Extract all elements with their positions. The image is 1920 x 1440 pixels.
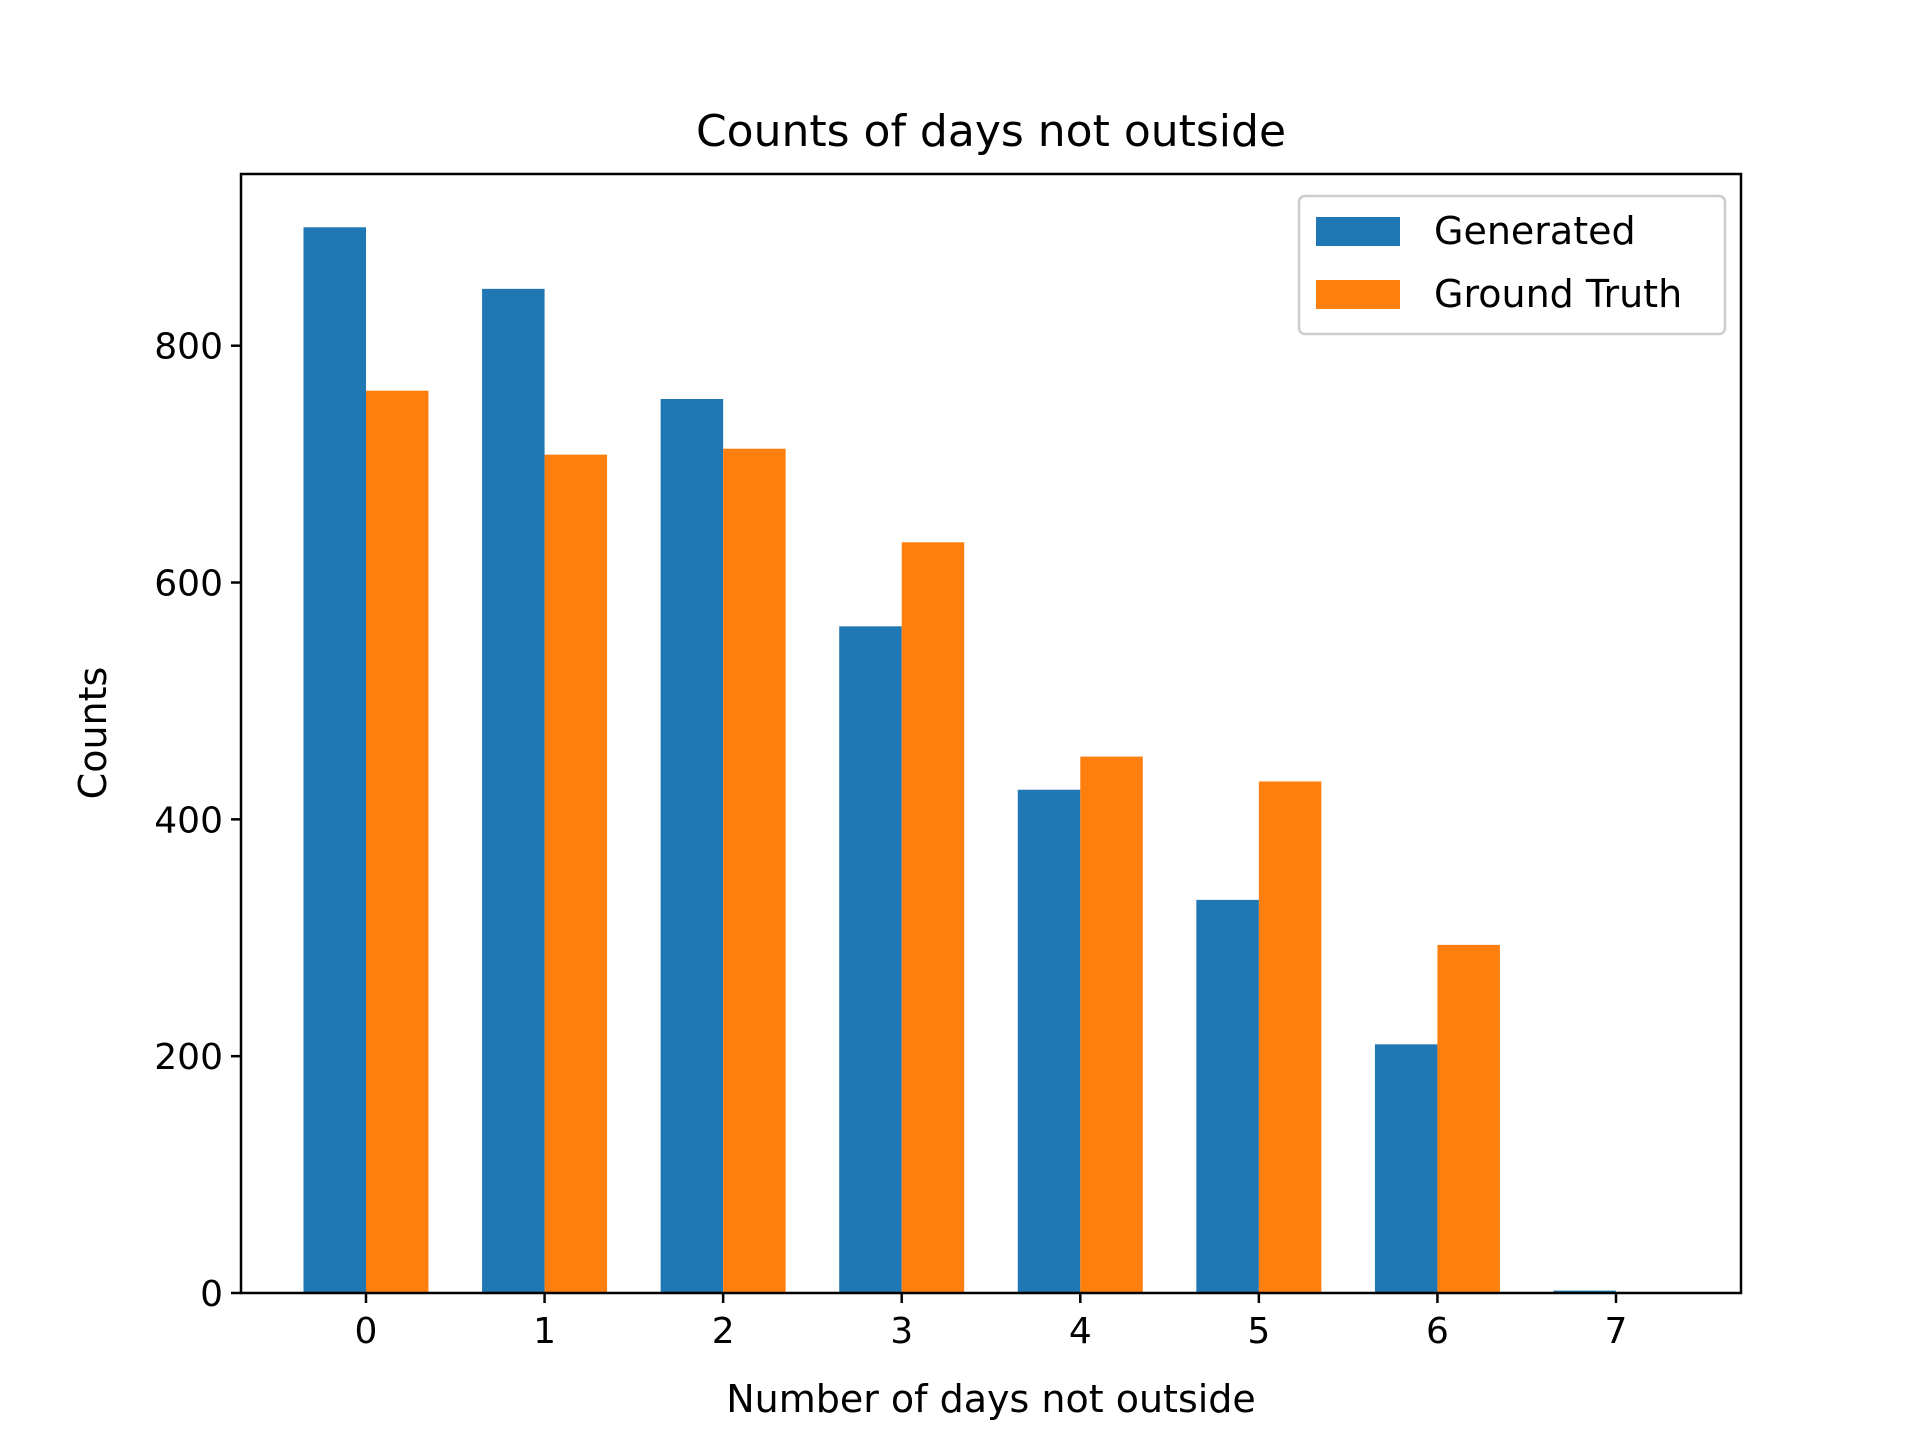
bar-ground-truth-3 bbox=[901, 542, 965, 1293]
legend-swatch-generated bbox=[1316, 217, 1400, 246]
bar-generated-3 bbox=[839, 626, 902, 1293]
x-tick-label: 7 bbox=[1605, 1311, 1628, 1352]
bars-group bbox=[303, 227, 1616, 1294]
bar-generated-5 bbox=[1196, 899, 1259, 1293]
y-axis-label: Counts bbox=[71, 667, 115, 800]
y-tick-label: 0 bbox=[200, 1274, 223, 1315]
bar-ground-truth-1 bbox=[544, 454, 608, 1294]
bar-generated-4 bbox=[1017, 789, 1081, 1293]
bar-generated-6 bbox=[1374, 1044, 1438, 1293]
x-axis-ticks: 0 1 2 3 4 5 6 7 bbox=[355, 1293, 1628, 1352]
bar-ground-truth-0 bbox=[366, 390, 429, 1293]
bar-generated-0 bbox=[303, 227, 366, 1293]
x-tick-label: 6 bbox=[1426, 1311, 1449, 1352]
plot-frame bbox=[239, 172, 1743, 1295]
bar-ground-truth-5 bbox=[1258, 781, 1322, 1293]
y-tick-label: 600 bbox=[154, 564, 223, 605]
bar-ground-truth-2 bbox=[723, 448, 786, 1293]
legend-label: Ground Truth bbox=[1434, 272, 1682, 316]
chart-title: Counts of days not outside bbox=[696, 106, 1286, 157]
bar-ground-truth-4 bbox=[1080, 756, 1143, 1293]
y-tick-label: 800 bbox=[154, 327, 223, 368]
bar-generated-1 bbox=[482, 288, 545, 1293]
bar-generated-2 bbox=[660, 398, 724, 1293]
bar-ground-truth-6 bbox=[1437, 944, 1500, 1293]
legend-label: Generated bbox=[1434, 209, 1636, 253]
x-tick-label: 5 bbox=[1247, 1311, 1270, 1352]
y-axis-ticks: 0 200 400 600 800 bbox=[154, 327, 241, 1315]
legend-swatch-ground-truth bbox=[1316, 280, 1400, 309]
y-tick-label: 200 bbox=[154, 1037, 223, 1078]
x-tick-label: 1 bbox=[533, 1311, 556, 1352]
x-tick-label: 3 bbox=[890, 1311, 913, 1352]
x-tick-label: 2 bbox=[712, 1311, 735, 1352]
legend: Generated Ground Truth bbox=[1297, 194, 1727, 336]
x-tick-label: 0 bbox=[355, 1311, 378, 1352]
x-tick-label: 4 bbox=[1069, 1311, 1092, 1352]
y-tick-label: 400 bbox=[154, 800, 223, 841]
x-axis-label: Number of days not outside bbox=[726, 1377, 1256, 1421]
legend-box bbox=[1297, 194, 1727, 336]
